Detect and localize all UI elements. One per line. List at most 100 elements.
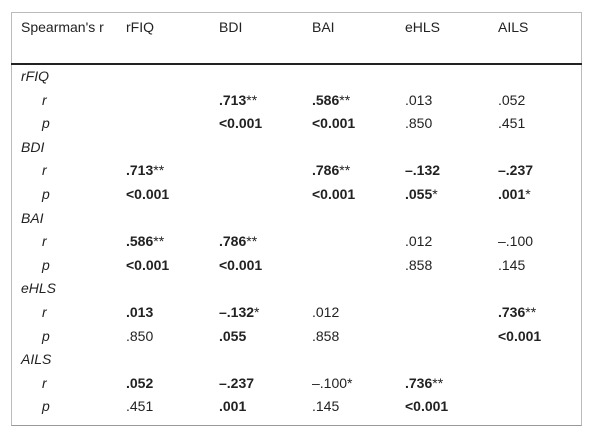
significance-note: ** [153, 162, 165, 179]
cell: <0.001 [312, 185, 355, 203]
cell: .012 [312, 303, 339, 321]
significance-note: ** [339, 91, 351, 108]
cell-value: –.100 [498, 233, 534, 250]
cell: .786** [312, 161, 350, 179]
cell: .013 [405, 91, 432, 109]
row-label: r [42, 162, 47, 179]
row-label: r [42, 304, 47, 320]
significance-note: ** [339, 162, 351, 179]
cell: –.132 [405, 161, 440, 179]
cell: <0.001 [219, 256, 262, 274]
cell: .145 [312, 397, 339, 415]
header-rule [11, 63, 582, 65]
cell: .013 [126, 303, 153, 321]
row-label: p [42, 256, 50, 273]
row-label: p [42, 398, 50, 415]
cell-value: .055 [219, 327, 247, 344]
cell: .055 [219, 327, 246, 345]
cell-value: .052 [126, 374, 154, 391]
row-label: p [42, 186, 50, 202]
cell-value: .012 [405, 233, 433, 250]
header-cell: rFIQ [126, 19, 154, 35]
cell: .850 [126, 327, 153, 345]
cell: .736** [405, 374, 443, 392]
cell-value: –.132 [405, 162, 441, 179]
cell: –.237 [498, 161, 533, 179]
cell: .055* [405, 185, 438, 203]
significance-note: * [347, 374, 353, 391]
group-label: BDI [21, 138, 45, 155]
cell: –.100 [498, 232, 533, 250]
row-label: p [42, 327, 50, 344]
cell-value: .786 [219, 233, 247, 250]
cell-value: .451 [126, 398, 154, 415]
header-cell: BAI [312, 19, 335, 35]
cell: .850 [405, 114, 432, 132]
significance-note: ** [153, 233, 165, 250]
cell-value: .001 [498, 186, 526, 202]
group-label: rFIQ [21, 68, 49, 84]
cell-value: <0.001 [219, 115, 263, 132]
cell-value: <0.001 [312, 186, 356, 202]
cell-value: .145 [312, 398, 340, 415]
cell: .052 [498, 91, 525, 109]
group-label: AILS [21, 351, 52, 368]
table-frame [11, 12, 582, 426]
cell-value: <0.001 [312, 115, 356, 132]
row-label: p [42, 115, 50, 132]
cell-value: –.132 [219, 304, 255, 320]
significance-note: * [525, 186, 531, 202]
cell-value: .850 [126, 327, 154, 344]
header-cell: BDI [219, 19, 243, 35]
cell: .858 [405, 256, 432, 274]
significance-note: ** [432, 374, 444, 391]
cell: <0.001 [126, 256, 169, 274]
cell: –.237 [219, 374, 254, 392]
row-label: r [42, 374, 47, 391]
cell: .713** [126, 161, 164, 179]
cell: –.100* [312, 374, 353, 392]
cell: .001 [219, 397, 246, 415]
cell: .451 [126, 397, 153, 415]
cell: <0.001 [312, 114, 355, 132]
header-cell: Spearman's r [21, 19, 104, 35]
cell: <0.001 [126, 185, 169, 203]
header-cell: AILS [498, 19, 529, 35]
cell-value: <0.001 [126, 186, 170, 202]
cell: .586** [312, 91, 350, 109]
cell-value: .736 [498, 304, 526, 320]
significance-note: ** [525, 304, 537, 320]
cell-value: .736 [405, 374, 433, 391]
cell: .858 [312, 327, 339, 345]
cell-value: .013 [405, 91, 433, 108]
cell: <0.001 [405, 397, 448, 415]
significance-note: * [432, 186, 438, 202]
cell-value: –.237 [498, 162, 534, 179]
cell-value: .713 [219, 91, 247, 108]
header-cell: eHLS [405, 19, 441, 35]
cell-value: .586 [126, 233, 154, 250]
cell-value: .586 [312, 91, 340, 108]
significance-note: * [254, 304, 260, 320]
cell-value: .013 [126, 304, 154, 320]
cell-value: .055 [405, 186, 433, 202]
cell-value: <0.001 [498, 327, 542, 344]
cell-value: .858 [312, 327, 340, 344]
cell-value: .451 [498, 115, 526, 132]
significance-note: ** [246, 233, 258, 250]
cell-value: .001 [219, 398, 247, 415]
cell-value: –.237 [219, 374, 255, 391]
cell: .451 [498, 114, 525, 132]
group-label: BAI [21, 209, 44, 226]
cell: .713** [219, 91, 257, 109]
cell: <0.001 [219, 114, 262, 132]
row-label: r [42, 233, 47, 250]
cell: .052 [126, 374, 153, 392]
cell-value: .012 [312, 304, 340, 320]
cell-value: .145 [498, 256, 526, 273]
row-label: r [42, 91, 47, 108]
cell-value: .850 [405, 115, 433, 132]
cell-value: .713 [126, 162, 154, 179]
cell: <0.001 [498, 327, 541, 345]
